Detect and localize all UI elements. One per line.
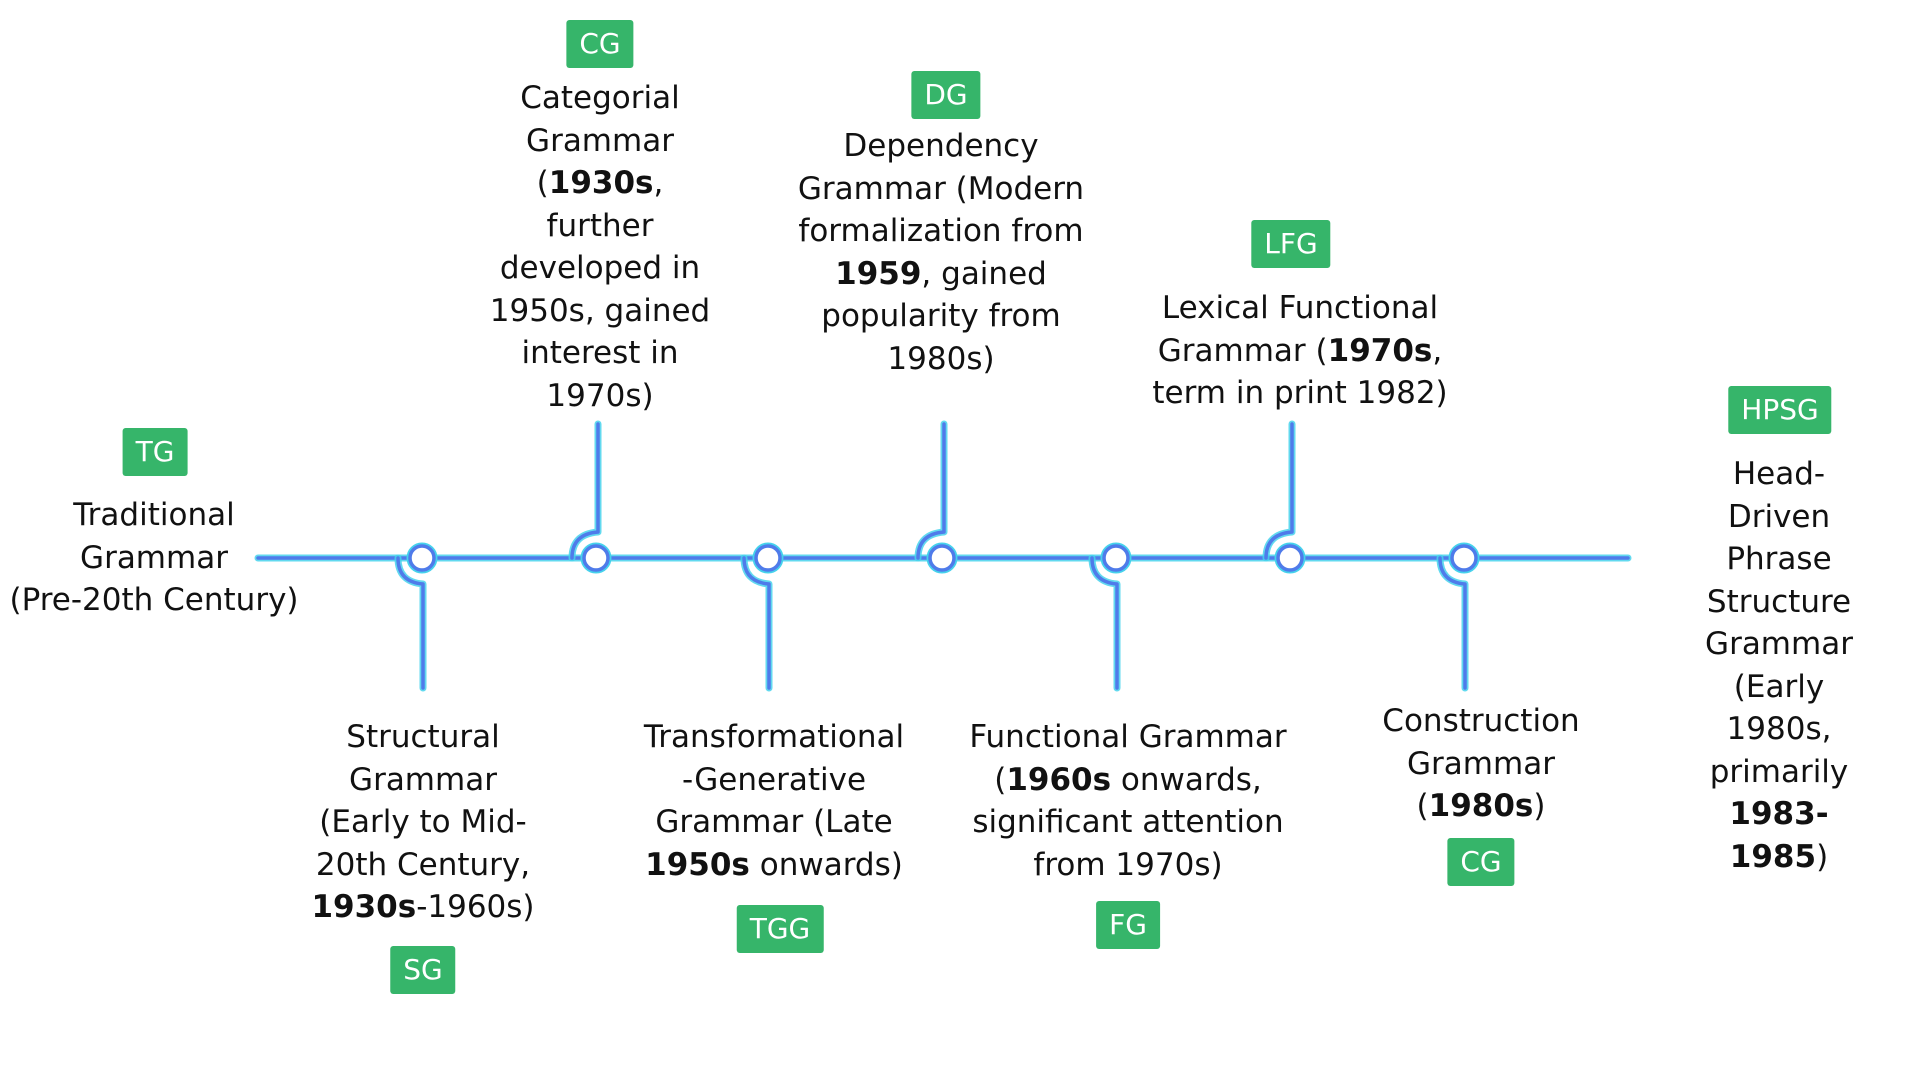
label-transformational-generative-grammar: Transformational -Generative Grammar (La… [644, 716, 904, 886]
label-hpsg: Head-Driven Phrase Structure Grammar (Ea… [1705, 453, 1853, 878]
label-construction-grammar: Construction Grammar (1980s) [1382, 700, 1579, 828]
connector-5-glow [1092, 558, 1117, 688]
connector-4-glow [918, 424, 944, 558]
label-structural-grammar: Structural Grammar (Early to Mid- 20th C… [311, 716, 534, 929]
connector-2-glow [572, 424, 598, 558]
connector-7-glow [1440, 558, 1465, 688]
node-2 [584, 546, 608, 570]
node-5 [1104, 546, 1128, 570]
badge-tg: TG [123, 428, 188, 476]
badge-cg-construction: CG [1447, 838, 1514, 886]
badge-cg-categorial: CG [566, 20, 633, 68]
node-3 [756, 546, 780, 570]
badge-tgg: TGG [737, 905, 824, 953]
badge-lfg: LFG [1251, 220, 1330, 268]
label-functional-grammar: Functional Grammar (1960s onwards, signi… [969, 716, 1286, 886]
node-6 [1278, 546, 1302, 570]
node-7 [1452, 546, 1476, 570]
label-dependency-grammar: Dependency Grammar (Modern formalization… [798, 125, 1084, 380]
node-1 [410, 546, 434, 570]
connector-1-glow [398, 558, 423, 688]
badge-sg: SG [390, 946, 455, 994]
label-categorial-grammar: Categorial Grammar (1930s, further devel… [490, 77, 710, 417]
node-4 [930, 546, 954, 570]
badge-fg: FG [1096, 901, 1160, 949]
badge-dg: DG [911, 71, 980, 119]
connector-3-glow [744, 558, 769, 688]
label-lexical-functional-grammar: Lexical Functional Grammar (1970s, term … [1152, 287, 1447, 415]
label-traditional-grammar: Traditional Grammar (Pre-20th Century) [9, 494, 298, 622]
badge-hpsg: HPSG [1728, 386, 1831, 434]
connector-6-glow [1266, 424, 1292, 558]
